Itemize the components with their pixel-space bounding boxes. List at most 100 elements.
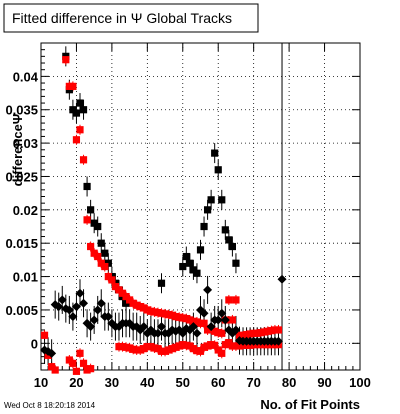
data-point-square <box>76 126 84 134</box>
data-point-diamond <box>71 302 81 312</box>
data-point-square <box>186 259 194 267</box>
data-point-diamond <box>213 315 223 325</box>
data-point-square <box>87 206 95 214</box>
data-point-diamond <box>103 312 113 322</box>
data-point-diamond <box>93 305 103 315</box>
x-tick-label: 90 <box>317 375 331 390</box>
data-point-square <box>193 269 201 277</box>
title-box <box>3 3 259 33</box>
y-tick-label: 0.04 <box>13 69 39 84</box>
data-point-square <box>211 149 219 157</box>
y-tick-label: 0.025 <box>5 169 38 184</box>
data-point-diamond <box>79 298 89 308</box>
data-point-square <box>218 349 226 357</box>
data-point-diamond <box>217 308 227 318</box>
data-point-square <box>157 279 166 287</box>
data-point-square <box>69 82 77 90</box>
data-point-diamond <box>75 288 85 298</box>
data-point-diamond <box>153 328 163 338</box>
data-point-square <box>196 347 205 355</box>
y-tick-label: 0.035 <box>5 103 38 118</box>
data-point-square <box>72 367 81 375</box>
data-markers <box>40 52 287 375</box>
data-point-square <box>101 249 109 257</box>
y-tick-label: 0.03 <box>13 136 38 151</box>
data-point-square <box>62 56 70 64</box>
data-point-square <box>76 99 84 107</box>
y-tick-label: 0.02 <box>13 203 38 218</box>
data-point-diamond <box>89 315 99 325</box>
x-tick-label: 60 <box>211 375 225 390</box>
data-point-square <box>179 262 187 271</box>
chart-title: Fitted difference in Ψ Global Tracks <box>12 10 232 26</box>
data-point-diamond <box>192 328 202 338</box>
y-axis-title: differenceΨ <box>10 114 25 187</box>
data-point-square <box>200 222 208 231</box>
x-tick-label: 40 <box>140 375 154 390</box>
data-point-diamond <box>203 285 213 295</box>
y-tick-label: 0.015 <box>5 236 38 251</box>
data-point-square <box>232 296 240 304</box>
data-point-square <box>225 296 233 304</box>
data-point-square <box>101 262 109 271</box>
data-point-diamond <box>220 315 230 325</box>
data-point-diamond <box>68 312 78 322</box>
data-point-square <box>200 319 208 327</box>
data-point-diamond <box>64 305 74 315</box>
data-point-square <box>87 242 95 251</box>
data-point-square <box>182 252 190 261</box>
x-tick-label: 100 <box>349 375 371 390</box>
data-point-square <box>214 166 222 174</box>
data-point-square <box>221 226 229 234</box>
data-point-square <box>79 359 88 367</box>
data-point-diamond <box>277 274 287 284</box>
data-point-square <box>40 331 49 339</box>
data-point-square <box>79 156 88 164</box>
data-point-square <box>72 109 81 117</box>
data-point-square <box>51 366 59 374</box>
data-point-square <box>108 276 116 284</box>
data-point-diamond <box>96 298 106 308</box>
data-point-square <box>83 216 91 224</box>
footer-timestamp: Wed Oct 8 18:20:18 2014 <box>4 401 96 410</box>
data-point-diamond <box>188 322 198 332</box>
y-tick-label: 0.005 <box>5 303 38 318</box>
x-tick-label: 20 <box>69 375 83 390</box>
data-point-square <box>94 222 102 231</box>
x-tick-label: 70 <box>246 375 260 390</box>
data-point-diamond <box>54 302 64 312</box>
plot-frame <box>40 42 361 371</box>
data-point-diamond <box>47 348 57 358</box>
x-tick-label: 80 <box>282 375 296 390</box>
x-tick-label: 30 <box>105 375 119 390</box>
error-bars <box>44 46 283 370</box>
data-point-square <box>72 136 81 144</box>
data-point-diamond <box>273 336 283 346</box>
data-point-diamond <box>139 322 149 332</box>
axis-ticks <box>40 43 361 370</box>
data-point-diamond <box>199 308 209 318</box>
data-point-diamond <box>231 325 241 335</box>
x-tick-label: 50 <box>176 375 190 390</box>
data-point-square <box>79 106 88 114</box>
data-point-square <box>218 329 226 337</box>
data-point-diamond <box>157 322 167 332</box>
data-point-square <box>274 326 283 334</box>
data-point-square <box>83 182 91 191</box>
data-point-square <box>76 349 84 357</box>
y-tick-label: 0.01 <box>13 270 38 285</box>
data-point-square <box>211 341 219 349</box>
data-point-square <box>232 259 240 267</box>
x-axis-title: No. of Fit Points <box>260 397 360 412</box>
data-point-square <box>207 196 215 204</box>
tick-labels: 10 20 30 40 50 60 70 80 90 100 0 0.005 0.01 0.015 0.02… <box>5 69 370 390</box>
data-point-square <box>97 239 105 247</box>
data-point-diamond <box>57 295 67 305</box>
data-point-square <box>225 236 233 244</box>
x-tick-label: 10 <box>34 375 48 390</box>
data-point-square <box>218 196 226 204</box>
data-point-square <box>228 316 236 324</box>
data-point-square <box>228 242 236 251</box>
data-point-diamond <box>206 322 216 332</box>
